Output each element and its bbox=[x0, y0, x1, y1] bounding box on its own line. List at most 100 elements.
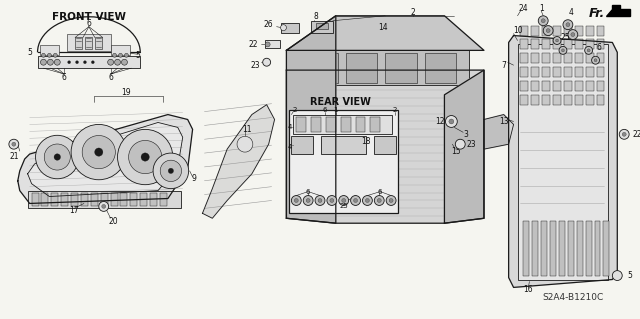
Bar bbox=[595, 221, 600, 276]
Circle shape bbox=[118, 53, 122, 57]
Bar bbox=[575, 67, 582, 77]
Bar bbox=[531, 40, 540, 49]
Circle shape bbox=[351, 196, 360, 205]
Circle shape bbox=[122, 59, 127, 65]
Bar bbox=[61, 193, 68, 206]
Bar bbox=[301, 50, 469, 85]
Circle shape bbox=[339, 196, 349, 205]
Text: 26: 26 bbox=[264, 20, 273, 29]
Circle shape bbox=[449, 119, 454, 124]
Text: 15: 15 bbox=[451, 147, 461, 156]
Circle shape bbox=[585, 46, 593, 54]
Text: 18: 18 bbox=[362, 137, 371, 146]
Circle shape bbox=[129, 140, 162, 174]
Bar bbox=[520, 67, 529, 77]
Circle shape bbox=[566, 23, 570, 27]
Text: 4: 4 bbox=[568, 8, 573, 17]
Circle shape bbox=[71, 124, 127, 180]
Text: 6: 6 bbox=[86, 19, 92, 28]
Bar bbox=[326, 116, 336, 132]
Text: 25: 25 bbox=[560, 33, 570, 42]
Circle shape bbox=[141, 153, 149, 161]
Circle shape bbox=[568, 30, 578, 40]
Bar bbox=[542, 67, 550, 77]
Bar bbox=[596, 53, 604, 63]
Polygon shape bbox=[509, 35, 618, 287]
Circle shape bbox=[54, 154, 61, 160]
Bar bbox=[568, 221, 574, 276]
Bar bbox=[111, 193, 118, 206]
Bar bbox=[311, 116, 321, 132]
Bar bbox=[71, 193, 78, 206]
Bar bbox=[311, 21, 333, 33]
Circle shape bbox=[99, 202, 109, 211]
Bar bbox=[520, 81, 529, 91]
Bar bbox=[340, 116, 351, 132]
Bar bbox=[577, 221, 582, 276]
Text: 22: 22 bbox=[632, 130, 640, 139]
Circle shape bbox=[445, 115, 458, 127]
Bar bbox=[575, 40, 582, 49]
Circle shape bbox=[294, 198, 298, 203]
Bar bbox=[575, 95, 582, 105]
Circle shape bbox=[280, 25, 287, 31]
Text: 11: 11 bbox=[242, 125, 252, 134]
Bar bbox=[131, 193, 138, 206]
Text: 23: 23 bbox=[250, 61, 260, 70]
Circle shape bbox=[118, 130, 173, 185]
Bar bbox=[38, 56, 140, 68]
Bar bbox=[553, 26, 561, 35]
Circle shape bbox=[612, 271, 622, 280]
Bar bbox=[374, 136, 396, 154]
Bar bbox=[596, 26, 604, 35]
Bar bbox=[564, 81, 572, 91]
Bar bbox=[596, 81, 604, 91]
Circle shape bbox=[327, 196, 337, 205]
Circle shape bbox=[12, 142, 16, 146]
Circle shape bbox=[83, 61, 86, 64]
Circle shape bbox=[559, 46, 567, 54]
Polygon shape bbox=[18, 115, 193, 204]
Bar bbox=[596, 95, 604, 105]
Circle shape bbox=[124, 53, 129, 57]
Polygon shape bbox=[202, 105, 275, 218]
Text: 5: 5 bbox=[27, 48, 32, 57]
Bar bbox=[356, 116, 365, 132]
Text: 12: 12 bbox=[435, 117, 444, 126]
Circle shape bbox=[153, 153, 189, 189]
Circle shape bbox=[291, 196, 301, 205]
Text: 8: 8 bbox=[314, 12, 319, 21]
Circle shape bbox=[378, 198, 381, 203]
Bar bbox=[553, 40, 561, 49]
Bar bbox=[586, 40, 593, 49]
Polygon shape bbox=[28, 122, 182, 197]
Circle shape bbox=[40, 59, 47, 65]
Bar bbox=[575, 53, 582, 63]
Circle shape bbox=[571, 33, 575, 37]
Circle shape bbox=[389, 198, 393, 203]
Circle shape bbox=[9, 139, 19, 149]
Bar bbox=[586, 81, 593, 91]
Bar bbox=[160, 193, 167, 206]
Text: 22: 22 bbox=[248, 40, 257, 49]
Text: 21: 21 bbox=[9, 152, 19, 160]
Bar bbox=[100, 193, 108, 206]
Circle shape bbox=[108, 59, 113, 65]
Polygon shape bbox=[484, 115, 513, 149]
Text: 1: 1 bbox=[333, 107, 338, 113]
Bar bbox=[542, 26, 550, 35]
Circle shape bbox=[303, 196, 313, 205]
Circle shape bbox=[538, 16, 548, 26]
Polygon shape bbox=[287, 16, 336, 223]
Circle shape bbox=[556, 39, 559, 42]
Circle shape bbox=[561, 49, 564, 52]
Bar bbox=[559, 221, 565, 276]
Polygon shape bbox=[287, 70, 484, 223]
Circle shape bbox=[306, 198, 310, 203]
Bar bbox=[40, 45, 60, 55]
Circle shape bbox=[553, 37, 561, 44]
Circle shape bbox=[362, 196, 372, 205]
Text: FRONT VIEW: FRONT VIEW bbox=[52, 12, 126, 22]
Circle shape bbox=[386, 196, 396, 205]
Text: S2A4-B1210C: S2A4-B1210C bbox=[542, 293, 604, 302]
